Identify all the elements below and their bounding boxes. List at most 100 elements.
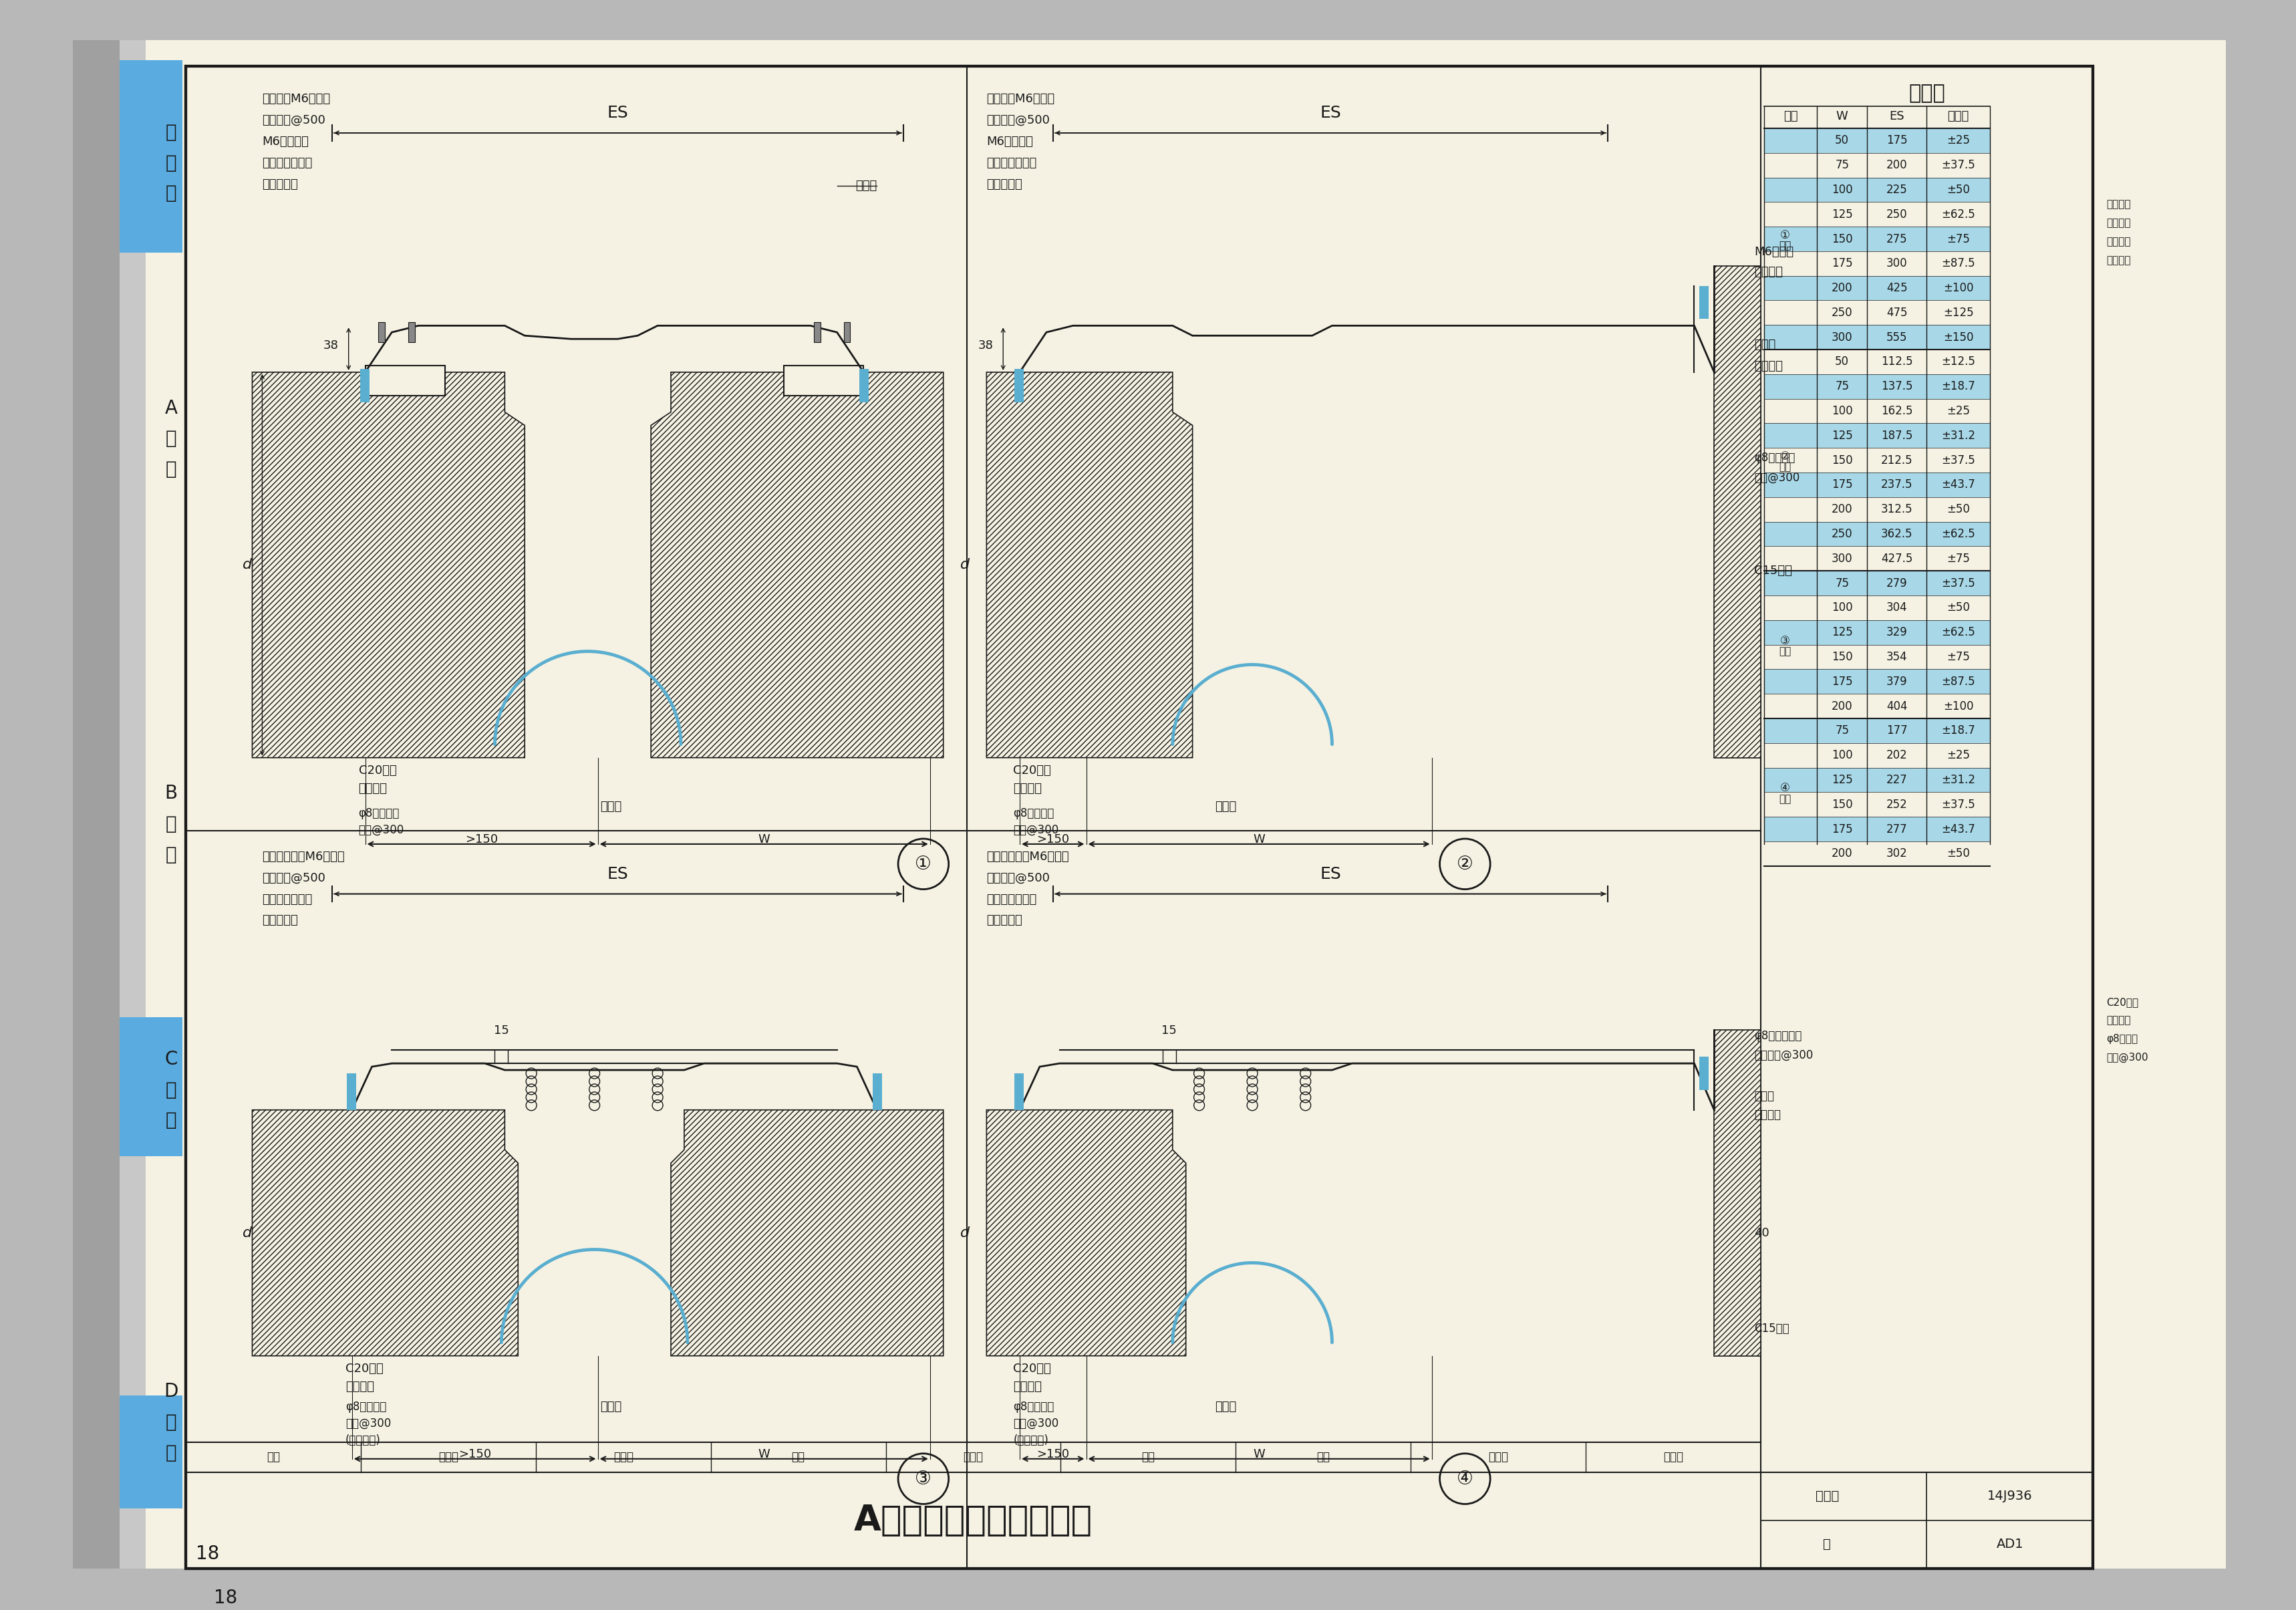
Text: ±62.5: ±62.5 (1940, 626, 1975, 639)
Bar (1763, 768, 1988, 792)
Bar (1015, 1074, 1024, 1109)
Bar (1763, 497, 1988, 522)
Text: 150: 150 (1830, 650, 1853, 663)
Text: 二次浇注: 二次浇注 (358, 782, 388, 795)
Text: ±50: ±50 (1947, 504, 1970, 515)
Text: 250: 250 (1830, 528, 1853, 539)
Text: M6沉头螺栓: M6沉头螺栓 (262, 135, 308, 148)
Text: ±37.5: ±37.5 (1940, 799, 1975, 810)
Bar (1763, 744, 1988, 768)
Text: 螺栓@300: 螺栓@300 (1013, 1418, 1058, 1430)
Text: W: W (1254, 834, 1265, 845)
Text: 150: 150 (1830, 233, 1853, 245)
Text: 112.5: 112.5 (1880, 356, 1913, 369)
Text: 铝合金中心盖板: 铝合金中心盖板 (262, 894, 312, 905)
Text: 15: 15 (1162, 1026, 1176, 1037)
Text: 200: 200 (1830, 700, 1853, 712)
Text: 250: 250 (1830, 306, 1853, 319)
Bar (186, 66, 2092, 1568)
Text: 300: 300 (1830, 332, 1853, 343)
Text: A
系
列: A 系 列 (165, 399, 177, 478)
Text: ±25: ±25 (1947, 749, 1970, 762)
Bar (1763, 325, 1988, 349)
Text: ②: ② (1779, 451, 1789, 462)
Text: ±43.7: ±43.7 (1940, 478, 1975, 491)
Text: W: W (1835, 111, 1848, 122)
Text: 止水带: 止水带 (599, 800, 622, 813)
Text: 范学信: 范学信 (1488, 1451, 1508, 1463)
Text: (交错布置): (交错布置) (1013, 1435, 1049, 1446)
Text: 角缝: 角缝 (1779, 462, 1791, 472)
Text: 铝合金中心盖板: 铝合金中心盖板 (987, 894, 1035, 905)
Text: 伸缩量: 伸缩量 (1947, 111, 1968, 122)
Text: φ8不锈钢塑料: φ8不锈钢塑料 (1754, 1030, 1800, 1042)
Text: 40: 40 (1754, 1227, 1768, 1238)
Text: 227: 227 (1885, 774, 1908, 786)
Bar (119, 1018, 181, 1156)
Text: ±18.7: ±18.7 (1940, 380, 1975, 393)
Text: ±62.5: ±62.5 (1940, 528, 1975, 539)
Text: ES: ES (606, 866, 629, 882)
Bar (73, 40, 119, 1568)
Bar (1763, 596, 1988, 620)
Text: ±31.2: ±31.2 (1940, 430, 1975, 441)
Text: 型号: 型号 (1784, 111, 1798, 122)
Polygon shape (253, 372, 523, 758)
Text: 止水带: 止水带 (1215, 800, 1235, 813)
Polygon shape (987, 1109, 1185, 1356)
Text: 354: 354 (1885, 650, 1908, 663)
Text: C20槽口: C20槽口 (344, 1362, 383, 1375)
Text: ES: ES (1890, 111, 1903, 122)
Text: 427.5: 427.5 (1880, 552, 1913, 565)
Text: C20槽口: C20槽口 (2105, 997, 2138, 1006)
Text: 图集号: 图集号 (1814, 1489, 1839, 1502)
Text: 200: 200 (1830, 504, 1853, 515)
Text: 螺栓@300: 螺栓@300 (1013, 824, 1058, 836)
Text: A系列楼面盖板型变形缝: A系列楼面盖板型变形缝 (854, 1504, 1093, 1538)
Text: 200: 200 (1830, 848, 1853, 860)
Text: 300: 300 (1885, 258, 1908, 269)
Text: 螺栓@300: 螺栓@300 (358, 824, 404, 836)
Bar (1763, 399, 1988, 423)
Bar (783, 365, 863, 396)
Text: 铝合金中心盖板: 铝合金中心盖板 (987, 156, 1035, 169)
Text: (交错布置): (交错布置) (344, 1435, 381, 1446)
Text: 平缝: 平缝 (1779, 240, 1791, 251)
Text: 150: 150 (1830, 454, 1853, 467)
Bar (1763, 301, 1988, 325)
Text: 100: 100 (1830, 602, 1853, 613)
Text: 300: 300 (1830, 552, 1853, 565)
Text: B
系
列: B 系 列 (165, 784, 177, 865)
Text: W: W (758, 1447, 769, 1460)
Text: 防震胶垫: 防震胶垫 (2105, 237, 2131, 246)
Bar (347, 1074, 356, 1109)
Bar (1763, 670, 1988, 694)
Bar (360, 369, 370, 402)
Text: 铝合金基座: 铝合金基座 (262, 914, 298, 926)
Text: 15: 15 (494, 1026, 510, 1037)
Text: 75: 75 (1835, 159, 1848, 171)
Text: 填缝胶: 填缝胶 (854, 180, 877, 192)
Text: ±75: ±75 (1947, 233, 1970, 245)
Text: 沉头螺栓: 沉头螺栓 (1754, 266, 1782, 279)
Polygon shape (650, 372, 944, 758)
Text: ①: ① (914, 855, 932, 873)
Text: ①: ① (1779, 229, 1789, 242)
Bar (365, 365, 445, 396)
Text: φ8塑料胀锚: φ8塑料胀锚 (1754, 452, 1795, 464)
Text: 237.5: 237.5 (1880, 478, 1913, 491)
Text: 螺栓紧固@500: 螺栓紧固@500 (987, 873, 1049, 884)
Text: 弹簧滑杆件用M6不锈钢: 弹簧滑杆件用M6不锈钢 (987, 850, 1070, 863)
Text: 墙体见: 墙体见 (1754, 340, 1775, 351)
Text: 铝合金基座: 铝合金基座 (262, 179, 298, 190)
Text: 312.5: 312.5 (1880, 504, 1913, 515)
Text: ±62.5: ±62.5 (1940, 208, 1975, 221)
Text: ±75: ±75 (1947, 552, 1970, 565)
Text: W: W (758, 834, 769, 845)
Text: 212.5: 212.5 (1880, 454, 1913, 467)
Text: AD1: AD1 (1995, 1538, 2023, 1550)
Text: 302: 302 (1885, 848, 1908, 860)
Bar (1763, 644, 1988, 670)
Text: 铝合金基座: 铝合金基座 (987, 914, 1022, 926)
Text: 弹簧滑杆件用M6不锈钢: 弹簧滑杆件用M6不锈钢 (262, 850, 344, 863)
